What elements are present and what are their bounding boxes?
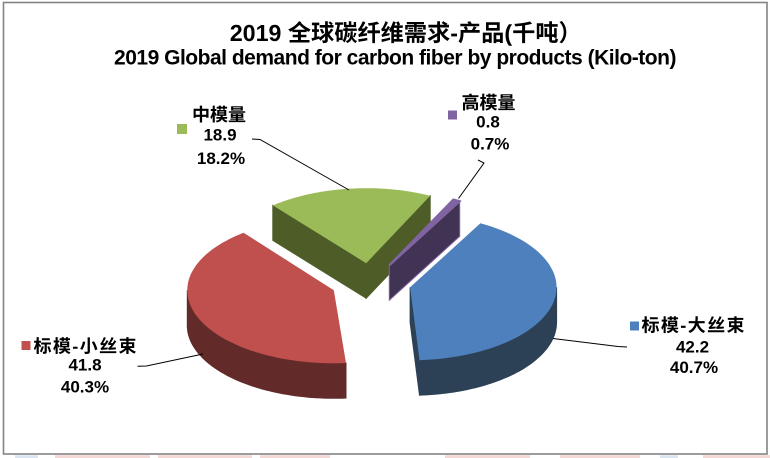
svg-text:41.8: 41.8 bbox=[68, 356, 101, 375]
svg-text:0.8: 0.8 bbox=[476, 113, 500, 132]
svg-text:40.3%: 40.3% bbox=[61, 378, 109, 397]
svg-text:0.7%: 0.7% bbox=[471, 134, 510, 153]
svg-text:2019 Global demand for carbon: 2019 Global demand for carbon fiber by p… bbox=[114, 47, 676, 70]
svg-text:18.2%: 18.2% bbox=[197, 149, 245, 168]
svg-text:42.2: 42.2 bbox=[676, 337, 709, 356]
svg-text:18.9: 18.9 bbox=[203, 126, 236, 145]
svg-text:40.7%: 40.7% bbox=[670, 358, 718, 377]
